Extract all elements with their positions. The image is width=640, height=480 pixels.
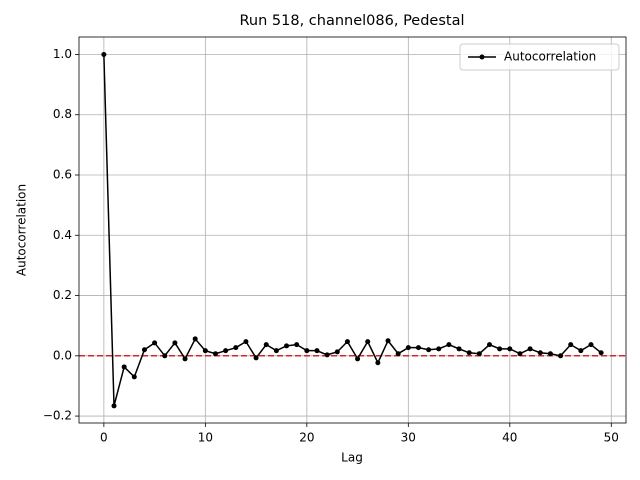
data-line bbox=[103, 54, 602, 407]
y-tick-label: 0.0 bbox=[53, 348, 72, 362]
y-tick-label: 1.0 bbox=[53, 47, 72, 61]
data-point bbox=[202, 348, 208, 354]
chart-title: Run 518, channel086, Pedestal bbox=[239, 13, 464, 29]
data-point bbox=[527, 346, 533, 352]
data-point bbox=[182, 356, 188, 362]
data-point bbox=[284, 343, 290, 349]
y-tick-label: 0.8 bbox=[53, 107, 72, 121]
data-point bbox=[141, 347, 147, 353]
data-point bbox=[212, 351, 218, 357]
data-point bbox=[152, 340, 158, 346]
data-point bbox=[294, 342, 300, 348]
data-point bbox=[243, 339, 249, 345]
data-point bbox=[517, 351, 523, 357]
data-point bbox=[344, 339, 350, 345]
y-tick-label: 0.4 bbox=[53, 228, 72, 242]
x-tick-label: 0 bbox=[100, 431, 108, 445]
data-point bbox=[101, 51, 107, 57]
x-tick-label: 50 bbox=[604, 431, 619, 445]
data-point bbox=[415, 345, 421, 351]
x-tick-label: 10 bbox=[198, 431, 213, 445]
data-point bbox=[273, 348, 279, 354]
data-point bbox=[578, 348, 584, 354]
data-point bbox=[233, 345, 239, 351]
legend-marker bbox=[479, 54, 485, 60]
data-point bbox=[487, 342, 493, 348]
data-point bbox=[436, 346, 442, 352]
x-tick-label: 20 bbox=[299, 431, 314, 445]
data-point bbox=[558, 353, 564, 359]
data-point bbox=[263, 342, 269, 348]
x-axis-label: Lag bbox=[341, 451, 363, 465]
data-point bbox=[253, 355, 259, 361]
data-point bbox=[131, 374, 137, 380]
legend-label: Autocorrelation bbox=[504, 50, 596, 64]
data-point bbox=[162, 353, 168, 359]
data-point bbox=[507, 346, 513, 352]
data-point bbox=[365, 339, 371, 345]
data-point bbox=[314, 348, 320, 354]
data-point bbox=[456, 346, 462, 352]
data-point bbox=[304, 348, 310, 354]
plot-frame bbox=[78, 36, 627, 424]
data-point bbox=[385, 338, 391, 344]
data-point bbox=[192, 336, 198, 342]
data-point bbox=[223, 348, 229, 354]
data-point bbox=[446, 342, 452, 348]
data-point bbox=[334, 349, 340, 355]
data-point bbox=[537, 350, 543, 356]
data-point bbox=[172, 340, 178, 346]
data-point bbox=[588, 342, 594, 348]
x-tick-label: 40 bbox=[502, 431, 517, 445]
data-point bbox=[497, 346, 503, 352]
data-point bbox=[476, 351, 482, 357]
data-point bbox=[405, 345, 411, 351]
y-tick-label: −0.2 bbox=[43, 409, 72, 423]
data-point bbox=[568, 342, 574, 348]
data-point bbox=[375, 360, 381, 366]
legend-box bbox=[459, 43, 620, 71]
data-point bbox=[598, 350, 604, 356]
data-point bbox=[426, 347, 432, 353]
y-tick-label: 0.2 bbox=[53, 288, 72, 302]
data-point bbox=[111, 403, 117, 409]
data-point bbox=[355, 356, 361, 362]
data-point bbox=[466, 350, 472, 356]
x-tick-label: 30 bbox=[401, 431, 416, 445]
data-point bbox=[121, 364, 127, 370]
data-point bbox=[395, 351, 401, 357]
data-point bbox=[324, 352, 330, 358]
y-axis-label: Autocorrelation bbox=[15, 184, 29, 276]
data-point bbox=[547, 351, 553, 357]
y-tick-label: 0.6 bbox=[53, 168, 72, 182]
